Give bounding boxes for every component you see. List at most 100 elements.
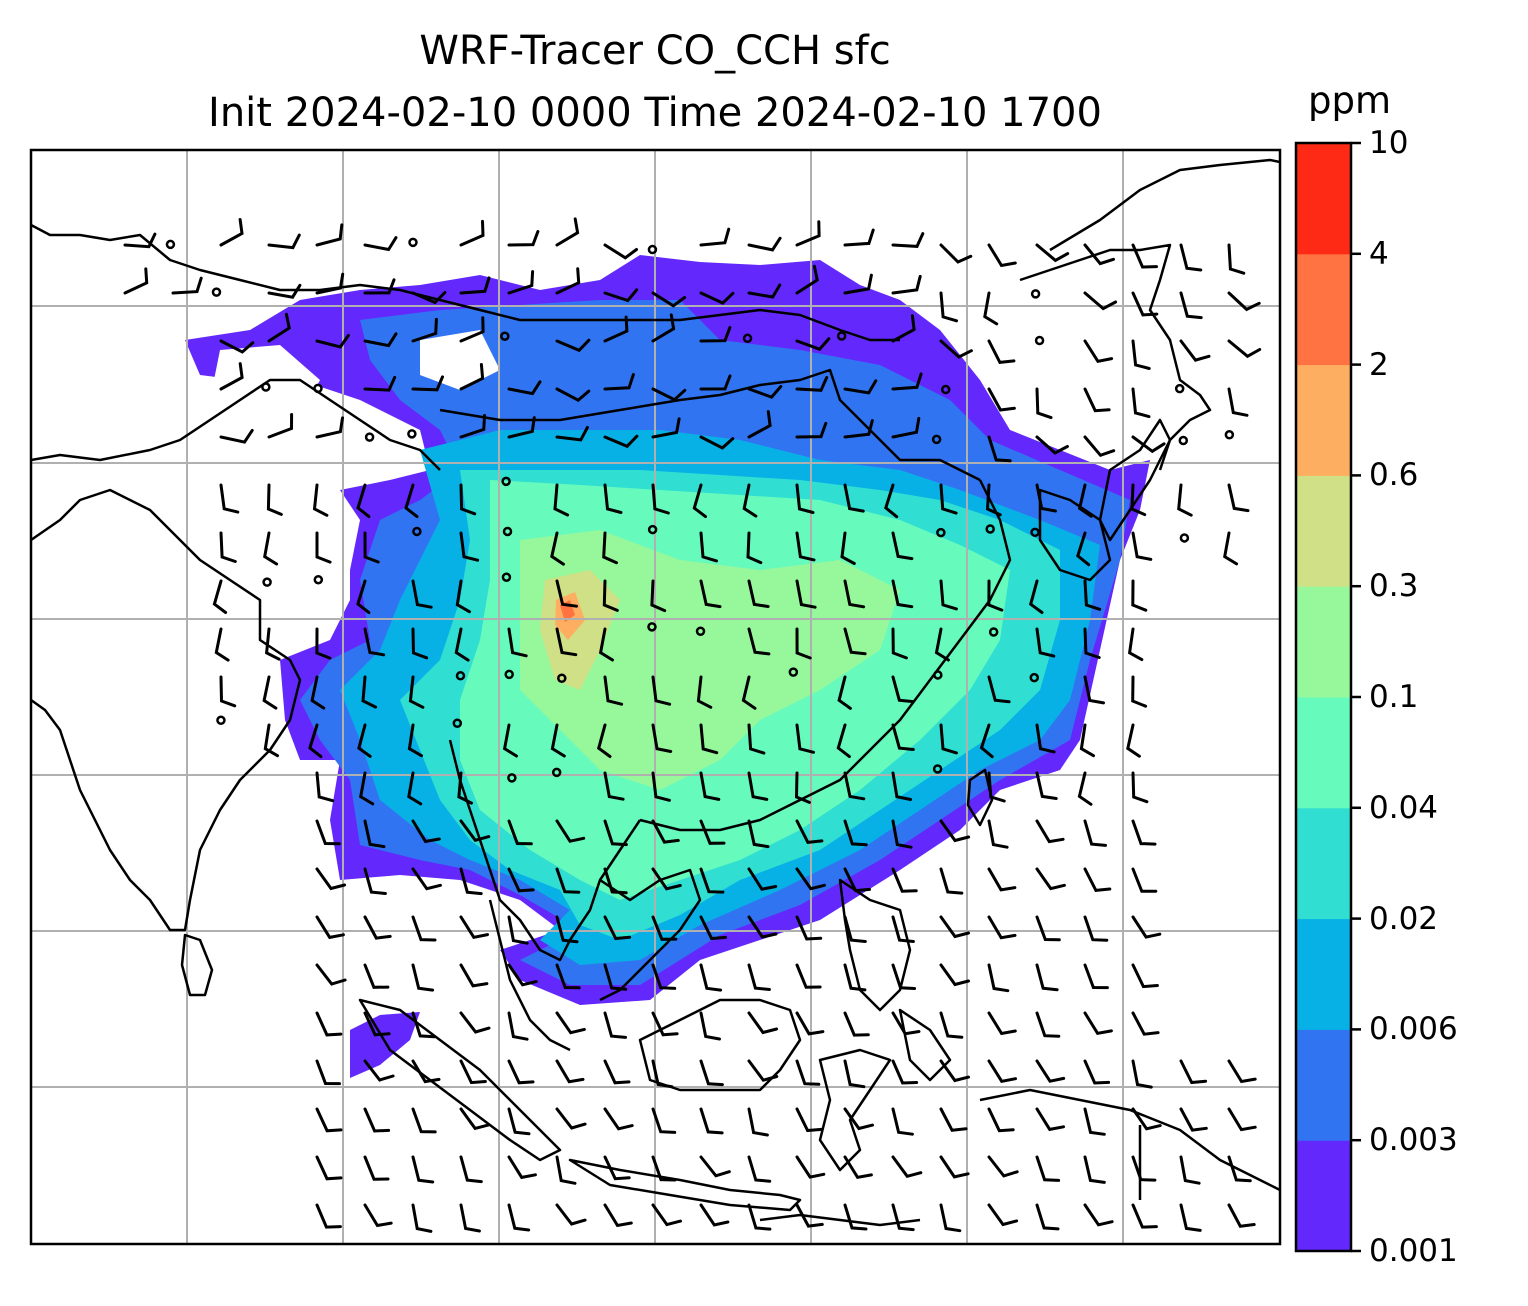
wind-barb	[651, 1155, 677, 1182]
wind-barb	[363, 867, 387, 895]
wind-barb	[411, 627, 429, 660]
wind-barb	[455, 579, 471, 614]
wind-barb	[1227, 1059, 1257, 1084]
calm-marker	[1178, 435, 1189, 446]
wind-barb	[987, 675, 1011, 704]
wind-barb	[315, 1011, 343, 1037]
wind-barb	[1131, 435, 1166, 454]
map-area	[31, 150, 1280, 1244]
wind-barb	[747, 410, 772, 439]
calm-marker	[1179, 533, 1190, 543]
wind-barb	[1179, 243, 1203, 272]
wind-barb	[747, 579, 770, 608]
wind-barb	[459, 1011, 491, 1034]
wind-barb	[363, 1155, 390, 1181]
wind-barb	[404, 483, 419, 519]
wind-barb	[265, 627, 281, 661]
wind-barb	[1035, 243, 1070, 263]
wind-barb	[555, 1155, 577, 1185]
coastlines	[31, 158, 1280, 1227]
wind-barb	[363, 531, 380, 564]
wind-barb	[315, 867, 347, 891]
wind-barb	[747, 723, 766, 755]
wind-barb	[1227, 1203, 1256, 1228]
wind-barb	[891, 1155, 923, 1179]
wind-barb	[363, 1011, 391, 1037]
wind-barb	[939, 1107, 968, 1132]
wind-barb	[507, 1059, 535, 1085]
colorbar-segment	[1296, 364, 1351, 476]
wind-barb	[603, 483, 623, 514]
wind-barb	[840, 531, 856, 565]
wind-barb	[891, 1011, 921, 1036]
calm-marker	[262, 577, 272, 587]
calm-marker	[455, 671, 466, 681]
indochina	[448, 739, 642, 962]
wind-barb	[123, 232, 157, 249]
wind-barb	[310, 675, 326, 710]
colorbar-tick-label: 0.6	[1369, 457, 1419, 494]
wind-barb	[795, 1203, 824, 1228]
chart-title: WRF-Tracer CO_CCH sfc	[419, 28, 891, 74]
wind-barb	[939, 819, 971, 843]
wind-barb	[651, 291, 687, 308]
wind-barb	[555, 338, 591, 353]
calm-marker	[452, 718, 463, 729]
wind-barb	[747, 1155, 772, 1183]
wind-barb	[408, 675, 425, 709]
wind-barb	[1179, 1107, 1208, 1132]
china-coast	[639, 479, 1012, 832]
wind-barb	[1083, 963, 1109, 990]
wind-barb	[363, 915, 392, 940]
wind-barb	[651, 819, 680, 844]
wind-barb	[747, 236, 782, 252]
wind-barb	[603, 288, 639, 303]
wind-barb	[507, 230, 540, 247]
wind-barb	[747, 1011, 779, 1035]
borneo	[638, 998, 802, 1092]
wind-barb	[363, 627, 386, 657]
wind-barb	[315, 963, 347, 986]
wind-barb	[603, 434, 639, 449]
wind-barb	[794, 771, 811, 804]
wind-barb	[987, 1203, 1019, 1227]
wind-barb	[407, 723, 423, 758]
wind-barb	[411, 1059, 441, 1084]
wind-barb	[263, 723, 279, 758]
colorbar-tick-label: 0.001	[1369, 1233, 1458, 1269]
wind-barb	[891, 579, 914, 609]
calm-marker	[211, 287, 222, 297]
wind-barb	[843, 1011, 870, 1037]
himalaya-border	[31, 378, 441, 471]
calm-marker	[988, 627, 999, 637]
malay-peninsula	[488, 899, 571, 1052]
wind-barb	[651, 1203, 682, 1227]
wind-barb	[1035, 435, 1069, 455]
wind-barb	[891, 232, 925, 248]
wind-barb	[603, 1203, 633, 1228]
wind-barb	[699, 1203, 730, 1227]
wind-barb	[939, 1011, 964, 1039]
wind-barb	[603, 1155, 631, 1181]
wind-barb	[308, 723, 323, 759]
wind-barb	[939, 915, 970, 939]
calm-marker	[408, 237, 418, 248]
wind-barb	[555, 627, 578, 657]
wind-barb	[459, 963, 489, 988]
colorbar-tick-label: 0.02	[1369, 900, 1439, 937]
wind-barb	[939, 963, 970, 987]
wind-barb	[843, 419, 874, 439]
calm-marker	[788, 667, 799, 677]
wind-barb	[843, 1059, 866, 1089]
wind-barb	[1227, 1155, 1252, 1183]
wind-barb	[1131, 819, 1157, 846]
wind-barb	[891, 819, 913, 849]
wind-barb	[1035, 723, 1056, 754]
wind-barb	[267, 233, 301, 250]
wind-barb	[939, 867, 964, 895]
wind-barb	[843, 963, 867, 992]
wind-barb	[987, 819, 1009, 849]
wind-barb	[363, 1059, 395, 1082]
wind-barb	[315, 334, 350, 349]
